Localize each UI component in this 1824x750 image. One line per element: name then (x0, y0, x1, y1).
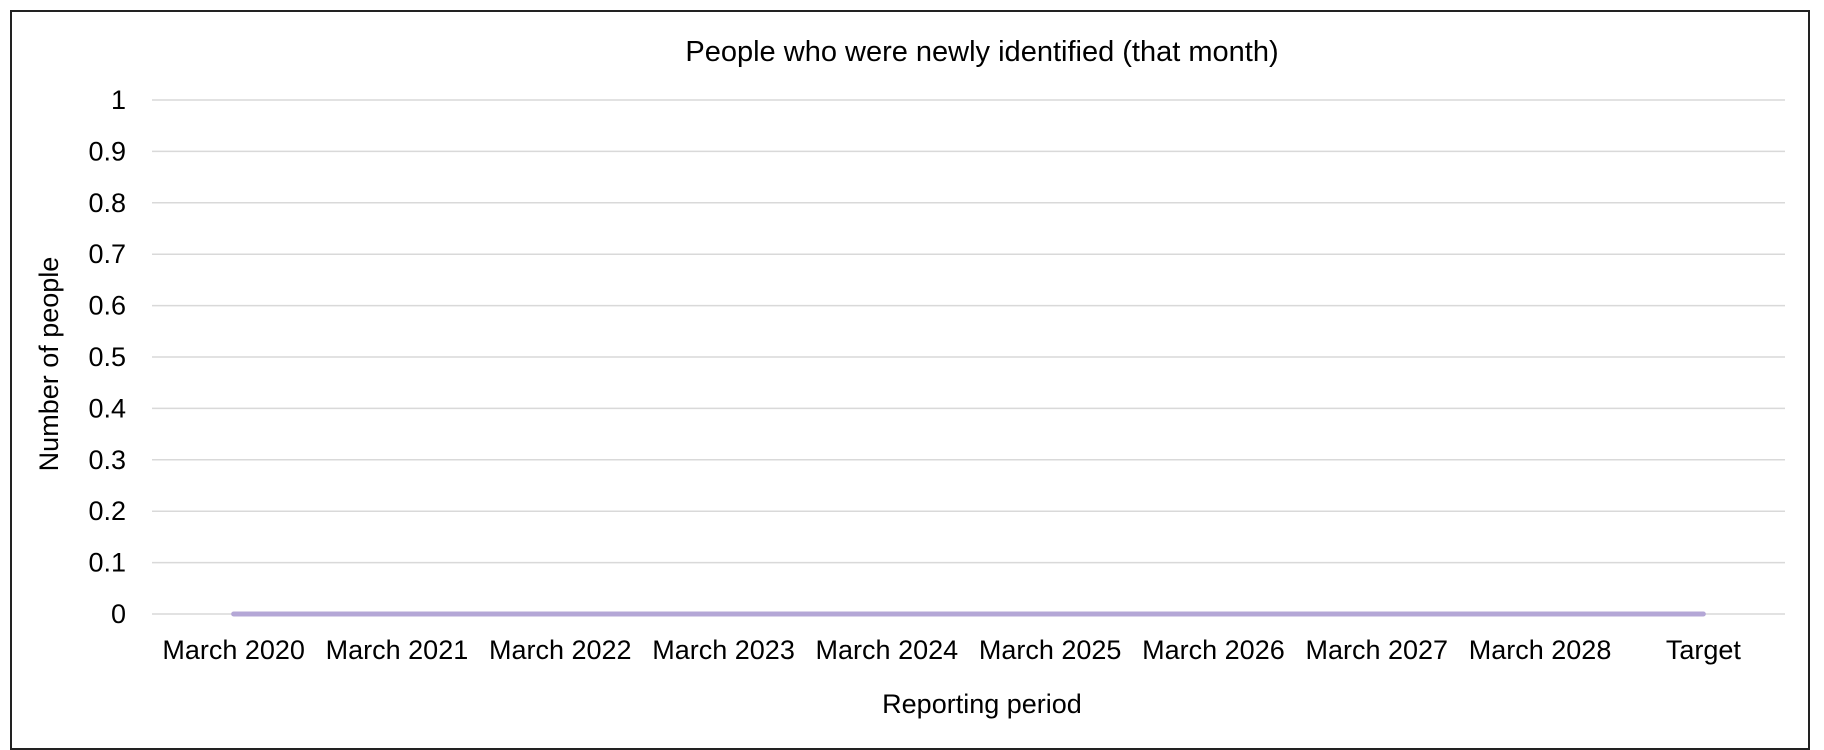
x-tick-label: March 2028 (1469, 635, 1612, 665)
x-tick-label: March 2023 (652, 635, 795, 665)
x-tick-label: Target (1666, 635, 1742, 665)
y-tick-label: 0.9 (88, 136, 126, 166)
x-tick-label: March 2026 (1142, 635, 1285, 665)
y-axis-ticks: 0 0.1 0.2 0.3 0.4 0.5 0.6 0.7 0.8 0.9 1 (88, 85, 126, 629)
x-axis-ticks: March 2020 March 2021 March 2022 March 2023… (162, 635, 1741, 665)
y-tick-label: 0.2 (88, 496, 126, 526)
y-tick-label: 0.6 (88, 291, 126, 321)
chart-frame (10, 10, 1810, 750)
y-tick-label: 0.3 (88, 445, 126, 475)
x-tick-label: March 2027 (1305, 635, 1448, 665)
gridlines (152, 99, 1785, 615)
y-tick-label: 0 (111, 599, 126, 629)
chart-title: People who were newly identified (that m… (685, 36, 1278, 68)
y-tick-label: 0.1 (88, 548, 126, 578)
y-tick-label: 0.4 (88, 393, 126, 423)
x-tick-label: March 2021 (326, 635, 469, 665)
x-tick-label: March 2022 (489, 635, 632, 665)
y-axis-label: Number of people (34, 257, 64, 472)
y-tick-label: 1 (111, 85, 126, 115)
x-tick-label: March 2020 (162, 635, 305, 665)
x-axis-label: Reporting period (882, 689, 1082, 719)
x-tick-label: March 2024 (816, 635, 959, 665)
y-tick-label: 0.8 (88, 188, 126, 218)
y-tick-label: 0.5 (88, 342, 126, 372)
y-tick-label: 0.7 (88, 239, 126, 269)
x-tick-label: March 2025 (979, 635, 1122, 665)
